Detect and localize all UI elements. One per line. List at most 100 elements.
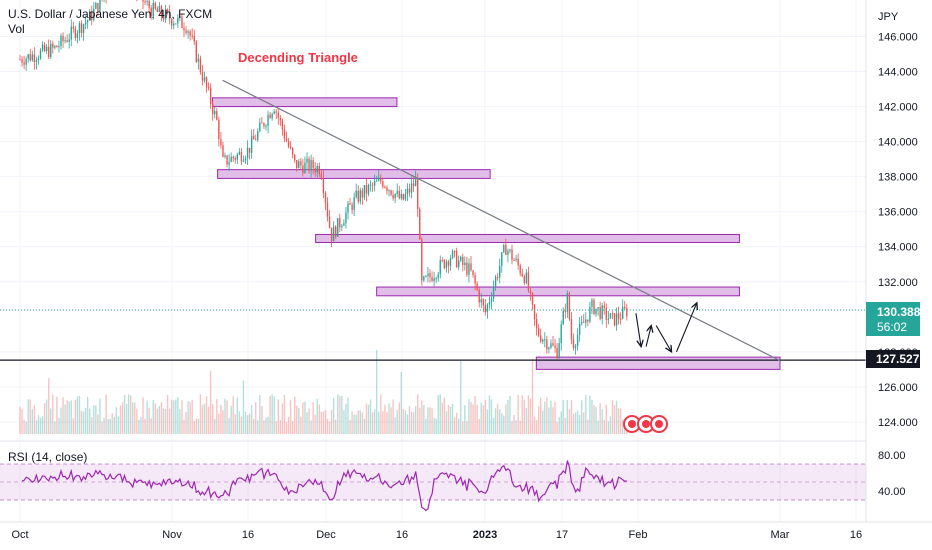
candle-body xyxy=(162,16,165,20)
volume-bar xyxy=(589,395,591,434)
volume-bar xyxy=(111,413,113,434)
candle-body xyxy=(427,273,429,277)
candle-body xyxy=(279,117,282,121)
rsi-tick-label: 40.00 xyxy=(878,486,906,498)
volume-bar xyxy=(382,411,384,434)
volume-bar xyxy=(58,417,60,434)
volume-bar xyxy=(400,372,402,434)
volume-bar xyxy=(109,418,111,434)
candle-body xyxy=(499,266,501,278)
volume-bar xyxy=(261,406,263,434)
candle-body xyxy=(355,190,357,198)
candle-body xyxy=(84,22,87,25)
candle-body xyxy=(21,59,23,63)
candle-body xyxy=(464,262,466,266)
candle-body xyxy=(371,184,374,186)
candle-body xyxy=(289,146,292,148)
candle-body xyxy=(271,113,273,119)
projection-arrows[interactable] xyxy=(635,303,697,352)
volume-bar xyxy=(154,403,156,434)
annotation-label[interactable]: Decending Triangle xyxy=(238,50,358,65)
rsi-line xyxy=(21,460,627,512)
volume-bar xyxy=(328,421,331,434)
candle-body xyxy=(560,324,562,344)
price-tick-label: 126.000 xyxy=(878,382,918,394)
volume-bar xyxy=(238,411,241,434)
volume-bar xyxy=(236,397,238,434)
rsi-legend[interactable]: RSI (14, close) xyxy=(8,450,88,464)
volume-bar xyxy=(232,396,234,434)
time-tick-label: Mar xyxy=(771,529,790,541)
volume-bar xyxy=(199,394,202,434)
candle-body xyxy=(175,23,177,25)
candle-body xyxy=(285,138,288,142)
volume-bar xyxy=(248,413,251,434)
volume-bar xyxy=(273,396,275,434)
candle-body xyxy=(443,260,446,269)
volume-bar xyxy=(99,398,101,434)
volume-bar xyxy=(482,405,484,434)
candle-body xyxy=(554,345,556,348)
volume-bar xyxy=(605,404,607,434)
time-tick-label: Dec xyxy=(316,529,336,541)
volume-bar xyxy=(363,418,366,434)
candle-body xyxy=(460,256,462,261)
price-tick-label: 144.000 xyxy=(878,67,918,79)
volume-bar xyxy=(466,420,468,434)
volume-bar xyxy=(246,415,249,434)
volume-bar xyxy=(558,417,560,434)
price-tick-label: 146.000 xyxy=(878,32,918,44)
candle-body xyxy=(466,262,468,275)
volume-bar xyxy=(509,396,511,434)
event-icons[interactable] xyxy=(623,415,668,433)
volume-bar xyxy=(410,411,413,434)
candle-body xyxy=(365,185,368,194)
candle-body xyxy=(585,319,587,323)
candle-body xyxy=(562,310,564,325)
candle-body xyxy=(353,197,355,211)
volume-bar xyxy=(218,413,220,434)
candle-body xyxy=(43,44,46,51)
candle-body xyxy=(476,283,478,290)
candle-body xyxy=(283,129,286,139)
candle-body xyxy=(556,347,558,359)
volume-bar xyxy=(607,421,610,434)
candle-body xyxy=(60,35,62,47)
volume-bar xyxy=(173,400,175,434)
candle-body xyxy=(533,304,536,319)
volume-bar xyxy=(275,421,277,434)
volume-bar xyxy=(619,408,622,434)
candle-body xyxy=(468,263,470,275)
time-axis[interactable]: Oct Nov 16 Dec 16 2023 17 Feb Mar 16 xyxy=(11,529,862,541)
candle-body xyxy=(199,58,202,73)
candle-body xyxy=(376,180,378,182)
candle-body xyxy=(255,139,257,141)
descending-trendline[interactable] xyxy=(222,79,781,362)
candle-body xyxy=(158,6,161,13)
volume-bar xyxy=(207,406,210,434)
candle-body xyxy=(228,161,230,165)
candle-body xyxy=(597,307,599,309)
support-resistance-zones[interactable] xyxy=(212,97,781,370)
candle-body xyxy=(160,6,163,17)
volume-bar xyxy=(544,401,546,434)
volume-bar xyxy=(529,398,532,434)
volume-label[interactable]: Vol xyxy=(8,22,25,36)
volume-bar xyxy=(404,410,407,434)
volume-bar xyxy=(552,407,554,434)
candle-body xyxy=(244,158,247,161)
candle-body xyxy=(351,204,353,211)
rsi-axis[interactable]: 80.00 40.00 xyxy=(878,450,906,498)
price-axis[interactable]: JPY 146.000 144.000 142.000 140.000 138.000 1… xyxy=(878,11,918,429)
volume-bar xyxy=(281,403,284,434)
candle-body xyxy=(382,181,384,187)
candle-body xyxy=(343,223,345,226)
candle-body xyxy=(572,339,575,348)
candle-body xyxy=(431,277,433,281)
volume-bar xyxy=(585,394,587,434)
volume-bar xyxy=(39,417,42,434)
candle-body xyxy=(611,313,614,315)
volume-bar xyxy=(209,370,212,434)
symbol-title[interactable]: U.S. Dollar / Japanese Yen, 4h, FXCM xyxy=(8,7,213,21)
